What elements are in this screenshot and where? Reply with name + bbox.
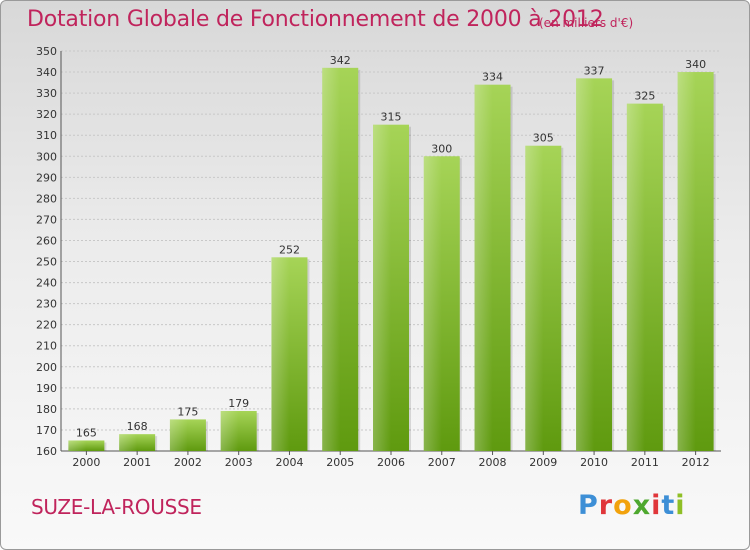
bar-highlight xyxy=(626,103,645,451)
data-label: 179 xyxy=(228,397,249,410)
data-label: 252 xyxy=(279,243,300,256)
bar-highlight xyxy=(169,419,188,451)
commune-name: SUZE-LA-ROUSSE xyxy=(31,495,202,519)
data-label: 342 xyxy=(330,54,351,67)
bar-highlight xyxy=(68,440,87,451)
y-tick-label: 160 xyxy=(36,445,57,458)
y-tick-label: 270 xyxy=(36,213,57,226)
y-tick-label: 320 xyxy=(36,108,57,121)
y-tick-label: 220 xyxy=(36,319,57,332)
y-tick-label: 300 xyxy=(36,150,57,163)
y-tick-label: 280 xyxy=(36,192,57,205)
bar-highlight xyxy=(474,84,493,452)
data-label: 300 xyxy=(431,142,452,155)
x-tick-label: 2011 xyxy=(631,456,659,469)
bar-highlight xyxy=(525,145,544,451)
y-tick-label: 350 xyxy=(36,45,57,58)
data-label: 315 xyxy=(381,111,402,124)
data-label: 337 xyxy=(584,64,605,77)
data-label: 340 xyxy=(685,58,706,71)
data-label: 334 xyxy=(482,71,503,84)
y-tick-label: 190 xyxy=(36,382,57,395)
bar-highlight xyxy=(322,67,341,451)
x-tick-label: 2006 xyxy=(377,456,405,469)
chart-title: Dotation Globale de Fonctionnement de 20… xyxy=(27,7,604,32)
data-label: 305 xyxy=(533,132,554,145)
y-tick-label: 240 xyxy=(36,277,57,290)
bar-highlight xyxy=(677,72,696,451)
x-tick-label: 2007 xyxy=(428,456,456,469)
bar-highlight xyxy=(576,78,595,452)
data-label: 168 xyxy=(127,420,148,433)
y-tick-label: 310 xyxy=(36,129,57,142)
x-tick-label: 2005 xyxy=(326,456,354,469)
data-label: 175 xyxy=(177,405,198,418)
bar-highlight xyxy=(423,156,442,451)
proxiti-logo: Proxiti xyxy=(578,490,686,521)
x-tick-label: 2008 xyxy=(479,456,507,469)
y-tick-label: 260 xyxy=(36,234,57,247)
bar-highlight xyxy=(220,411,239,451)
data-label: 325 xyxy=(634,90,655,103)
bar-highlight xyxy=(271,257,290,451)
x-tick-label: 2001 xyxy=(123,456,151,469)
y-tick-label: 330 xyxy=(36,87,57,100)
y-tick-label: 170 xyxy=(36,424,57,437)
x-tick-label: 2002 xyxy=(174,456,202,469)
y-tick-label: 200 xyxy=(36,361,57,374)
x-tick-label: 2012 xyxy=(682,456,710,469)
x-tick-label: 2010 xyxy=(580,456,608,469)
y-tick-label: 230 xyxy=(36,298,57,311)
y-tick-label: 340 xyxy=(36,66,57,79)
x-tick-label: 2003 xyxy=(225,456,253,469)
x-tick-label: 2009 xyxy=(529,456,557,469)
y-tick-label: 210 xyxy=(36,340,57,353)
data-label: 165 xyxy=(76,426,97,439)
y-tick-label: 250 xyxy=(36,256,57,269)
x-tick-label: 2004 xyxy=(275,456,303,469)
chart-subtitle: (en milliers d'€) xyxy=(539,16,634,30)
x-tick-label: 2000 xyxy=(72,456,100,469)
y-tick-label: 290 xyxy=(36,171,57,184)
bar-highlight xyxy=(373,124,391,452)
bar-highlight xyxy=(119,434,138,451)
y-tick-label: 180 xyxy=(36,403,57,416)
